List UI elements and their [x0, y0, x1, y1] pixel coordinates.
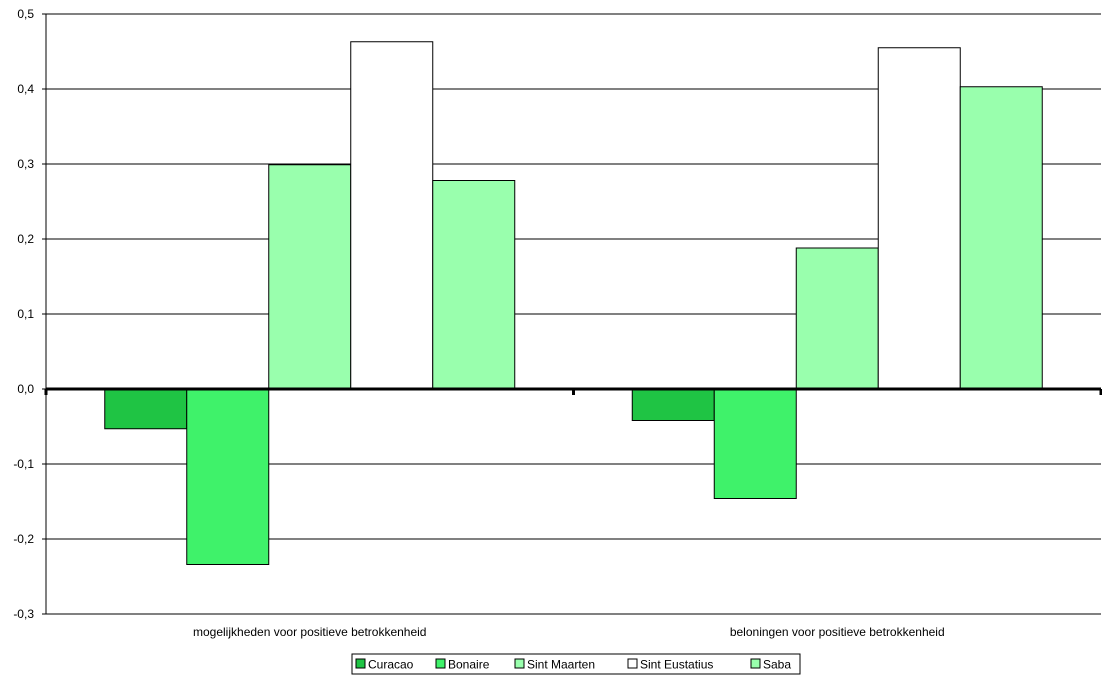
legend-swatch — [514, 658, 525, 669]
legend-swatch — [355, 658, 366, 669]
y-tick-label: 0,5 — [17, 7, 34, 21]
y-tick-label: -0,3 — [13, 607, 34, 621]
legend-box — [351, 653, 801, 675]
category-labels: mogelijkheden voor positieve betrokkenhe… — [193, 625, 945, 639]
legend-label: Sint Maarten — [527, 658, 595, 672]
bar-saba — [432, 180, 516, 390]
y-tick-label: 0,4 — [17, 82, 34, 96]
y-tick-label: -0,1 — [13, 457, 34, 471]
bars — [104, 41, 1043, 565]
axes — [42, 13, 1102, 615]
bar-sint-maarten — [795, 247, 879, 390]
legend-label: Bonaire — [448, 658, 490, 672]
y-tick-label: -0,2 — [13, 532, 34, 546]
legend-label: Curacao — [368, 658, 414, 672]
legend-swatch — [750, 658, 761, 669]
bar-saba — [959, 86, 1043, 390]
legend-label: Saba — [763, 658, 791, 672]
legend: Curacao Bonaire Sint Maarten Sint Eustatius… — [351, 653, 801, 675]
y-tick-labels: -0,3 -0,2 -0,1 0,0 0,1 0,2 0,3 0,4 0,5 — [13, 7, 34, 621]
y-tick-label: 0,2 — [17, 232, 34, 246]
bar-sint-maarten — [268, 164, 352, 390]
legend-label: Sint Eustatius — [640, 658, 713, 672]
category-label: beloningen voor positieve betrokkenheid — [730, 625, 945, 639]
legend-swatch — [627, 658, 638, 669]
y-tick-label: 0,1 — [17, 307, 34, 321]
legend-swatch — [435, 658, 446, 669]
bar-curacao — [104, 388, 188, 430]
bar-bonaire — [186, 388, 270, 565]
bar-bonaire — [713, 388, 797, 499]
y-tick-label: 0,0 — [17, 382, 34, 396]
bar-curacao — [631, 388, 715, 421]
category-label: mogelijkheden voor positieve betrokkenhe… — [193, 625, 426, 639]
bar-sint-eustatius — [350, 41, 434, 390]
y-tick-label: 0,3 — [17, 157, 34, 171]
bar-sint-eustatius — [877, 47, 961, 390]
